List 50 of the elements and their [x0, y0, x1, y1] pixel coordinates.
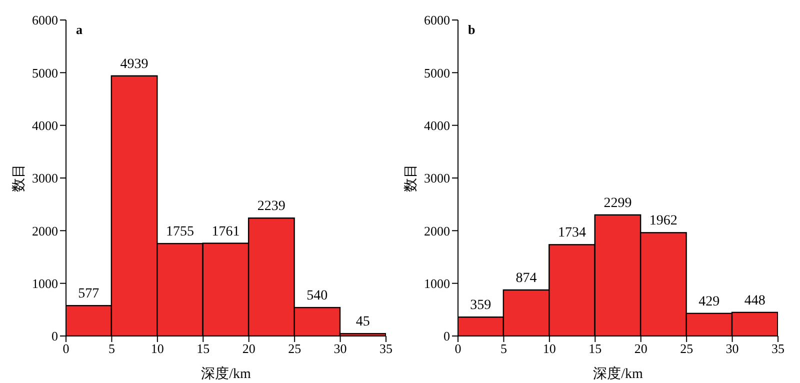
data-label: 1755 [166, 224, 194, 240]
x-tick-label: 10 [542, 341, 556, 356]
y-tick-label: 4000 [32, 118, 58, 133]
data-label: 448 [744, 293, 766, 308]
data-label: 359 [470, 298, 492, 314]
data-label: 45 [356, 314, 370, 330]
x-tick-label: 25 [680, 341, 694, 356]
x-tick-label: 30 [726, 341, 739, 356]
y-tick-label: 6000 [32, 12, 58, 28]
x-tick-label: 15 [196, 341, 210, 356]
data-label: 577 [78, 286, 100, 302]
data-label: 1761 [212, 224, 240, 240]
x-tick-label: 30 [334, 341, 347, 356]
x-tick-label: 20 [634, 341, 648, 356]
data-label: 2239 [257, 199, 286, 214]
data-label: 429 [698, 294, 720, 310]
y-tick-label: 2000 [424, 223, 450, 238]
x-tick-label: 5 [108, 341, 115, 356]
data-label: 540 [306, 288, 328, 304]
y-tick-label: 0 [52, 328, 58, 344]
y-tick-label: 1000 [424, 276, 450, 291]
y-tick-label: 4000 [424, 118, 450, 133]
data-label: 1962 [649, 214, 678, 229]
y-tick-label: 5000 [32, 65, 58, 80]
y-tick-label: 2000 [32, 223, 58, 238]
x-axis-title: 深度/km [593, 366, 643, 382]
x-tick-label: 10 [150, 341, 164, 356]
chart-title: a [76, 22, 82, 38]
x-tick-label: 35 [380, 341, 392, 356]
x-tick-label: 0 [454, 341, 462, 356]
x-tick-label: 15 [588, 341, 602, 356]
y-axis-title: 数目 [10, 164, 27, 192]
data-label: 874 [516, 270, 537, 286]
y-tick-label: 3000 [32, 170, 58, 186]
x-tick-label: 20 [242, 341, 256, 356]
y-tick-label: 1000 [32, 276, 58, 291]
y-tick-label: 5000 [424, 65, 450, 80]
x-tick-label: 25 [288, 341, 302, 356]
x-axis-title: 深度/km [201, 366, 251, 382]
x-tick-label: 35 [772, 341, 784, 356]
data-label: 2299 [604, 196, 632, 211]
chart-title: b [468, 22, 476, 38]
x-tick-label: 5 [500, 341, 507, 356]
y-tick-label: 6000 [424, 12, 450, 28]
data-label: 1734 [558, 226, 586, 241]
y-tick-label: 3000 [424, 170, 450, 186]
y-tick-label: 0 [444, 328, 450, 344]
y-axis-title: 数目 [402, 164, 419, 192]
x-tick-label: 0 [62, 341, 70, 356]
data-label: 4939 [120, 56, 148, 72]
